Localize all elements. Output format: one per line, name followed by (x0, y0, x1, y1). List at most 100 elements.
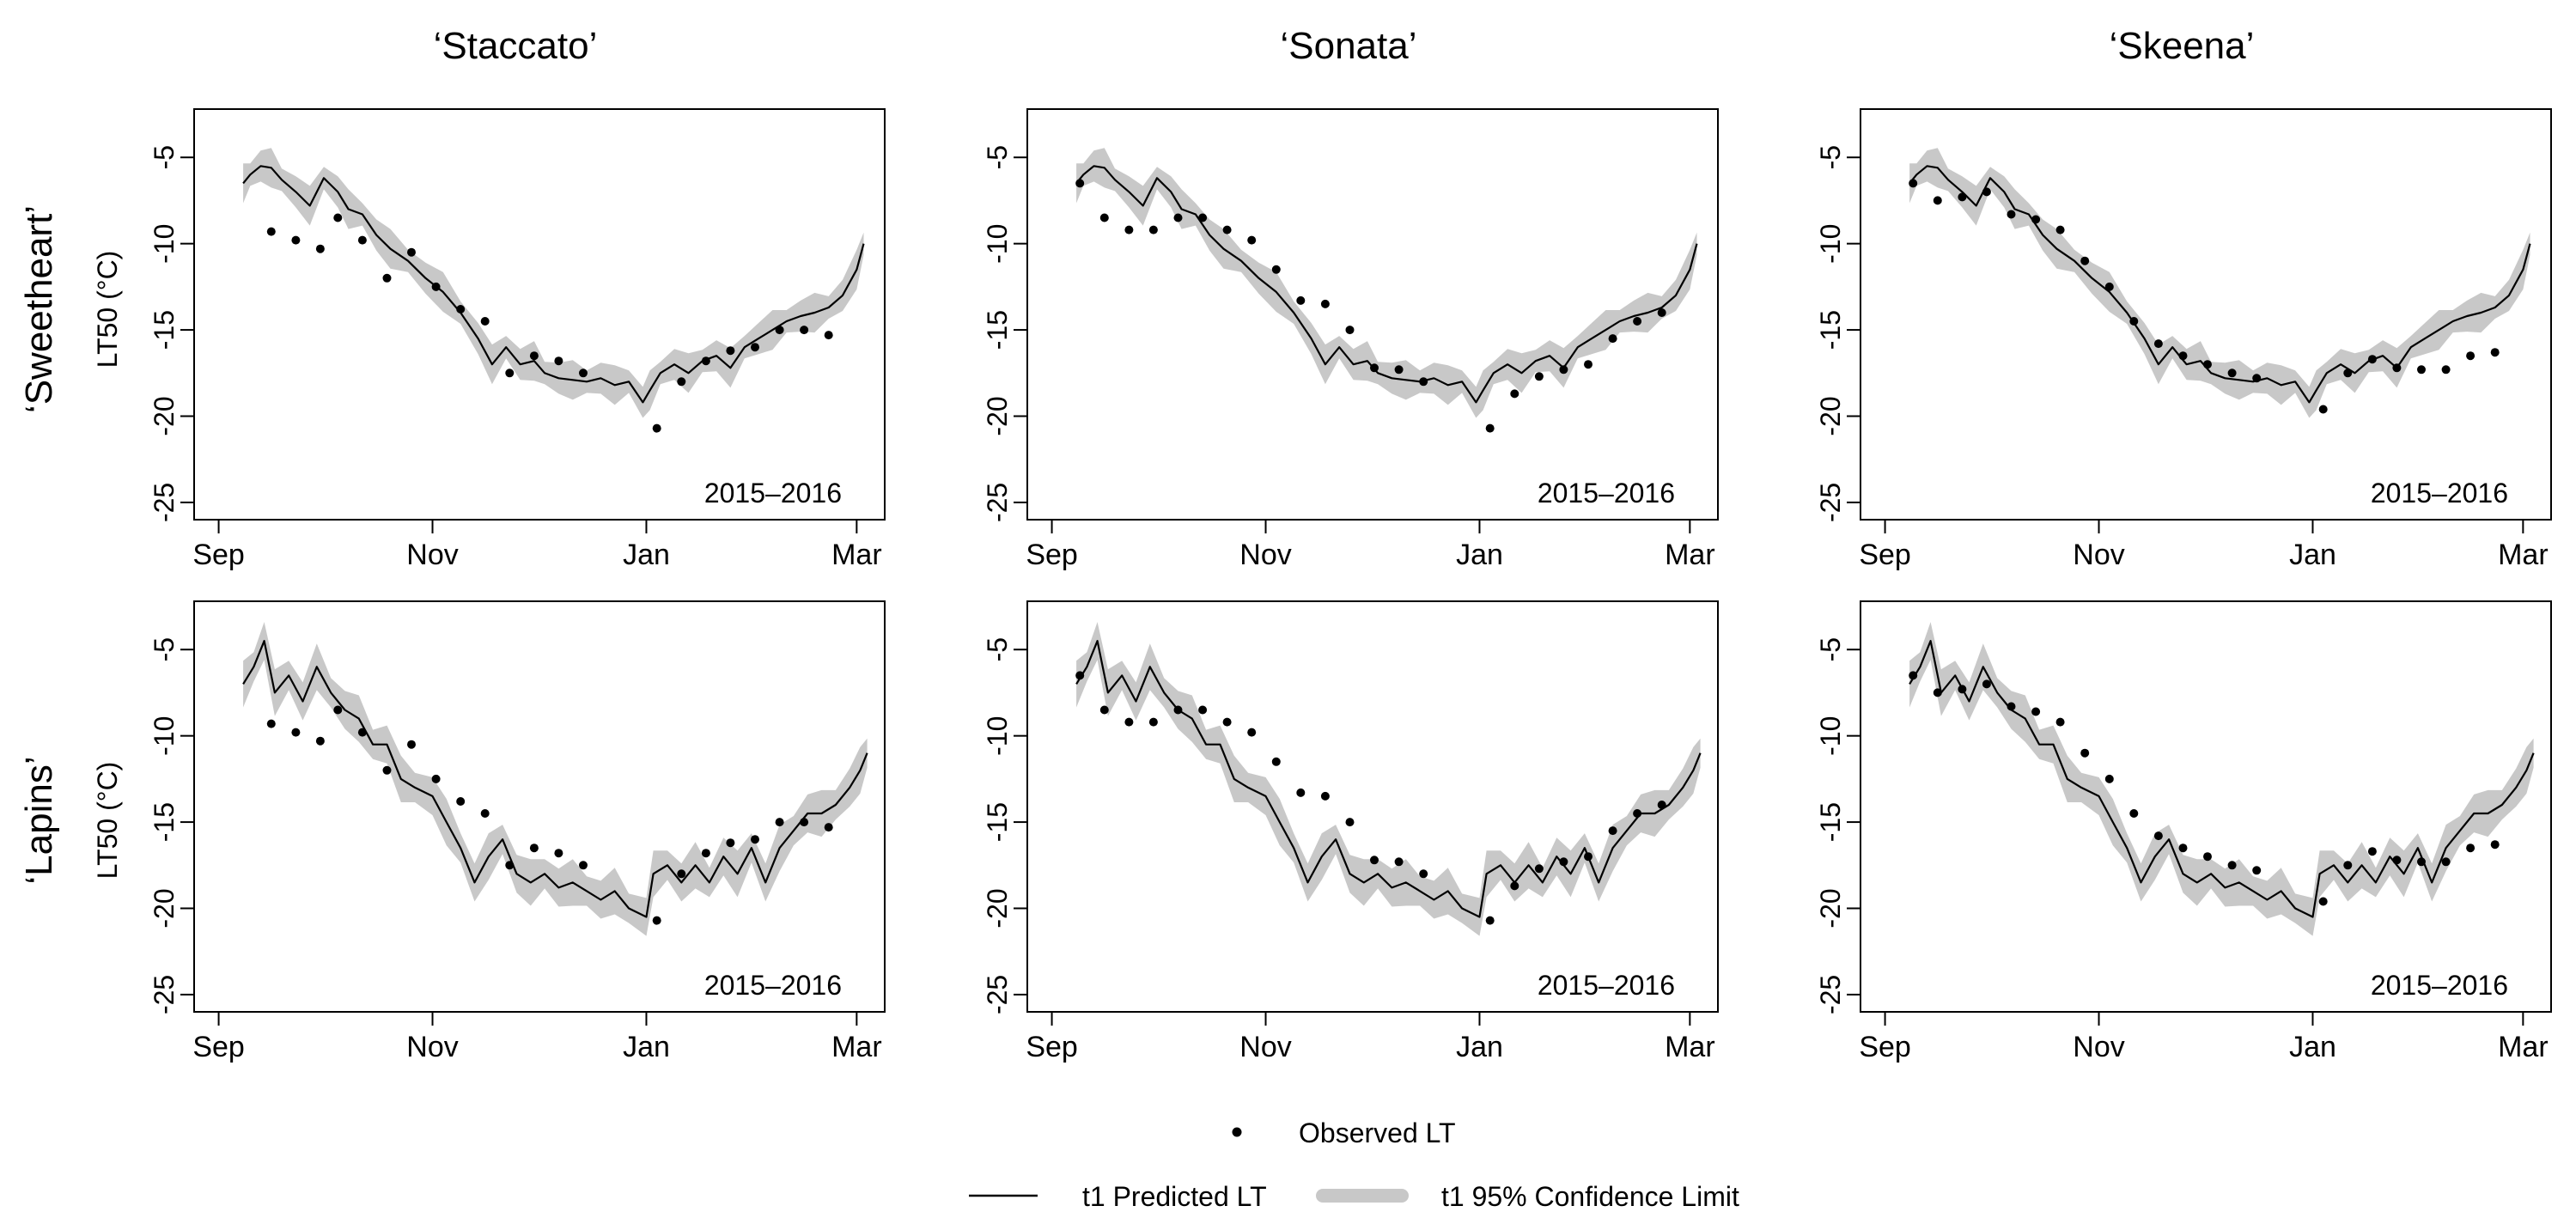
observed-point (2367, 355, 2377, 364)
observed-point (824, 823, 833, 832)
x-tick-label: Nov (1239, 1031, 1291, 1063)
x-tick-label: Jan (2289, 539, 2336, 571)
y-tick-label: -5 (149, 637, 180, 661)
season-label: 2015–2016 (704, 478, 842, 509)
observed-point (1247, 728, 1257, 737)
y-axis-label-row-2: LT50 (°C) (92, 762, 123, 880)
ci-band (243, 148, 864, 418)
observed-point (1534, 864, 1544, 874)
observed-point (1345, 326, 1355, 335)
season-label: 2015–2016 (704, 970, 842, 1001)
observed-point (480, 809, 490, 818)
observed-point (1222, 225, 1232, 234)
observed-point (2441, 365, 2451, 375)
observed-point (1510, 881, 1519, 891)
observed-point (2252, 866, 2262, 875)
season-label: 2015–2016 (2371, 478, 2508, 509)
observed-point (677, 869, 686, 879)
observed-point (333, 213, 343, 222)
predicted-line (1909, 640, 2535, 918)
y-tick-label: -10 (982, 716, 1013, 756)
observed-point (1075, 179, 1085, 188)
observed-point (1345, 818, 1355, 827)
observed-point (751, 835, 759, 844)
observed-point (1370, 363, 1379, 373)
observed-point (2104, 282, 2114, 291)
observed-point (2392, 363, 2402, 373)
observed-point (2080, 748, 2090, 758)
x-tick-label: Jan (1456, 539, 1503, 571)
observed-point (1320, 299, 1330, 308)
x-tick-label: Sep (1026, 539, 1078, 571)
y-tick-label: -20 (1815, 396, 1846, 435)
observed-point (1933, 688, 1942, 697)
observed-point (1198, 213, 1208, 222)
y-tick-label: -20 (149, 396, 180, 435)
observed-point (2490, 348, 2500, 357)
x-tick-label: Jan (1456, 1031, 1503, 1063)
observed-point (726, 838, 735, 848)
observed-point (2129, 809, 2139, 818)
observed-point (775, 326, 784, 335)
observed-point (1173, 705, 1183, 715)
y-tick-label: -5 (982, 637, 1013, 661)
observed-point (579, 861, 588, 870)
observed-point (2080, 256, 2090, 265)
observed-point (2129, 317, 2139, 326)
y-tick-label: -20 (982, 888, 1013, 928)
y-tick-label: -25 (982, 483, 1013, 522)
observed-point (2203, 360, 2212, 369)
x-tick-label: Mar (831, 1031, 882, 1063)
observed-point (1958, 685, 1967, 694)
x-tick-label: Jan (623, 539, 670, 571)
observed-point (1271, 265, 1281, 274)
y-tick-label: -5 (1815, 637, 1846, 661)
predicted-line (242, 165, 865, 404)
observed-point (382, 273, 392, 283)
column-title-sonata: ‘Sonata’ (1280, 25, 1416, 67)
observed-point (407, 740, 416, 749)
observed-point (1657, 308, 1666, 317)
observed-point (2104, 774, 2114, 783)
observed-point (1148, 717, 1158, 727)
observed-point (505, 861, 515, 870)
observed-point (1296, 788, 1306, 797)
panel-skeena-lapins: -5 -10 -15 -20 -25 Sep Nov Jan Mar 2015–2016 (1815, 600, 2552, 1063)
observed-point (2490, 840, 2500, 850)
y-tick-label: -25 (149, 483, 180, 522)
observed-point (2007, 702, 2016, 711)
panel-staccato-lapins: -5 -10 -15 -20 -25 Sep Nov Jan Mar 2015–2016 (149, 600, 886, 1063)
observed-point (726, 346, 735, 356)
legend-ci-label: t1 95% Confidence Limit (1441, 1181, 1739, 1212)
observed-point (2417, 857, 2426, 867)
y-tick-label: -20 (982, 396, 1013, 435)
ci-band (1076, 148, 1697, 418)
observed-point (1559, 857, 1568, 867)
observed-point (2153, 339, 2163, 349)
observed-point (1124, 225, 1134, 234)
y-tick-label: -10 (982, 224, 1013, 264)
x-tick-label: Jan (623, 1031, 670, 1063)
y-tick-label: -25 (1815, 483, 1846, 522)
y-tick-label: -15 (149, 802, 180, 842)
panels-group: -5 -10 -15 -20 -25 Sep Nov Jan Mar 2015–2016 -5 -10… (149, 108, 2552, 1063)
observed-point (1485, 423, 1495, 433)
observed-point (2031, 707, 2041, 716)
y-tick-label: -25 (1815, 975, 1846, 1014)
observed-point (800, 326, 809, 335)
observed-point (1271, 757, 1281, 766)
observed-point (554, 356, 563, 366)
x-tick-label: Mar (2498, 539, 2549, 571)
observed-point (1485, 916, 1495, 925)
observed-point (1222, 717, 1232, 727)
x-tick-label: Nov (406, 1031, 458, 1063)
observed-point (266, 227, 276, 236)
observed-point (529, 351, 539, 361)
y-tick-label: -15 (149, 310, 180, 350)
x-tick-label: Sep (1859, 1031, 1911, 1063)
observed-point (1608, 334, 1617, 344)
y-axis-label-row-1: LT50 (°C) (92, 251, 123, 368)
observed-point (456, 305, 466, 314)
x-tick-label: Jan (2289, 1031, 2336, 1063)
